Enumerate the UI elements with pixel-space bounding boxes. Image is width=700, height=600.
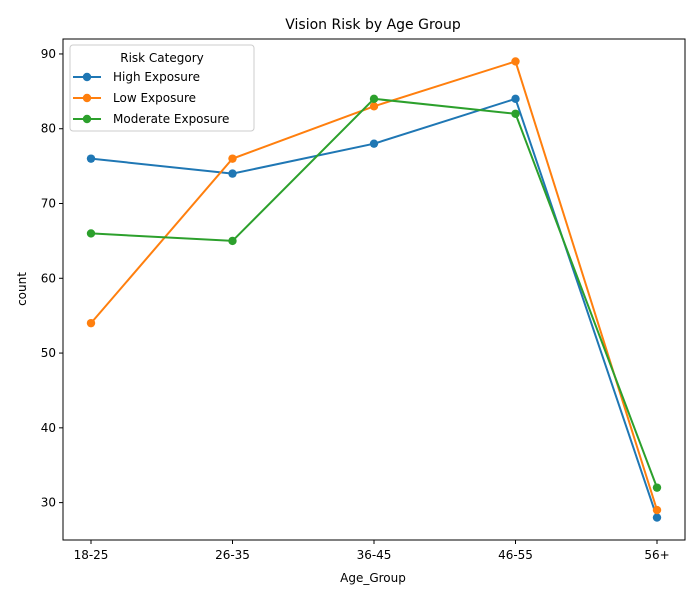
y-tick-label: 40	[41, 421, 56, 435]
y-tick-label: 50	[41, 346, 56, 360]
series-low-exposure	[86, 57, 662, 515]
data-point-moderate-exposure	[369, 94, 379, 104]
data-point-high-exposure	[652, 513, 662, 522]
legend-label: Moderate Exposure	[113, 112, 229, 126]
data-point-high-exposure	[369, 139, 379, 148]
x-axis: 18-25 26-35 36-45 46-55 56+	[74, 540, 670, 562]
data-point-high-exposure	[511, 94, 520, 104]
y-axis: 30 40 50 60 70 80 90	[41, 47, 63, 510]
series-moderate-exposure	[86, 94, 662, 492]
legend-item-moderate-exposure: Moderate Exposure	[73, 112, 229, 126]
data-point-low-exposure	[228, 154, 237, 163]
y-tick-label: 30	[41, 496, 56, 510]
data-point-moderate-exposure	[86, 229, 96, 238]
y-tick-label: 80	[41, 122, 56, 136]
legend-title: Risk Category	[120, 51, 204, 65]
y-tick-label: 90	[41, 47, 56, 61]
x-tick-label: 26-35	[215, 548, 250, 562]
x-tick-label: 56+	[644, 548, 669, 562]
legend-box	[69, 44, 255, 132]
legend-swatch-marker	[82, 114, 92, 124]
legend-item-high-exposure: High Exposure	[73, 70, 200, 84]
y-tick-label: 60	[41, 271, 56, 285]
x-tick-label: 36-45	[357, 548, 392, 562]
data-point-low-exposure	[511, 57, 520, 66]
legend-swatch-marker	[82, 72, 92, 82]
data-point-low-exposure	[369, 102, 379, 111]
data-point-moderate-exposure	[228, 236, 237, 246]
x-tick-label: 18-25	[74, 548, 109, 562]
series-layer	[86, 57, 662, 522]
y-tick-label: 70	[41, 197, 56, 211]
legend-label: Low Exposure	[113, 91, 196, 105]
chart-title: Vision Risk by Age Group	[285, 17, 461, 33]
legend-item-low-exposure: Low Exposure	[73, 91, 196, 105]
data-point-moderate-exposure	[511, 109, 520, 118]
data-point-high-exposure	[228, 169, 237, 178]
x-tick-label: 46-55	[498, 548, 533, 562]
x-axis-label: Age_Group	[340, 571, 406, 585]
legend: Risk Category High Exposure Low Exposure M…	[69, 44, 255, 132]
data-point-low-exposure	[652, 505, 662, 515]
legend-swatch-marker	[82, 93, 92, 103]
data-point-moderate-exposure	[652, 483, 662, 492]
data-point-low-exposure	[86, 318, 96, 328]
y-axis-label: count	[15, 272, 29, 306]
data-point-high-exposure	[86, 154, 96, 163]
legend-label: High Exposure	[113, 70, 200, 84]
